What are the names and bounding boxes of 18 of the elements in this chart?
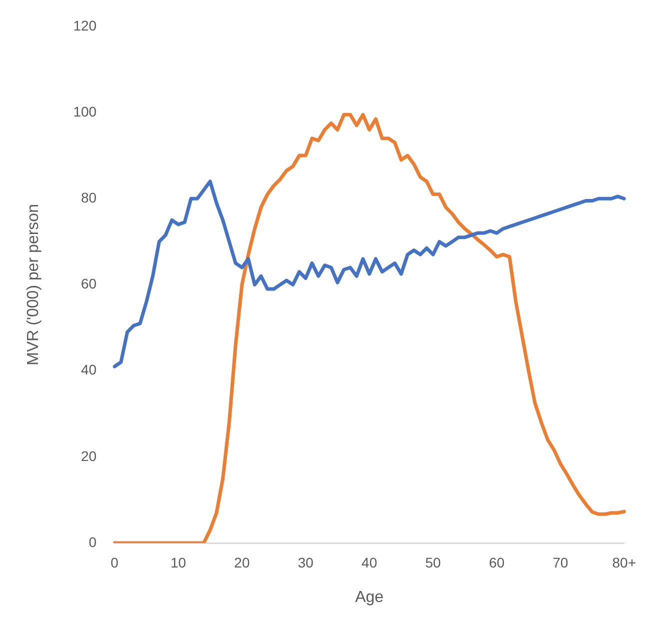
y-tick-label: 60 — [80, 276, 97, 292]
x-axis-title: Age — [355, 588, 384, 606]
y-axis-title: MVR ('000) per person — [25, 204, 42, 366]
y-tick-label: 120 — [73, 17, 97, 34]
y-tick-label: 20 — [80, 448, 97, 464]
x-tick-label: 20 — [234, 554, 250, 570]
y-tick-label: 0 — [88, 534, 97, 550]
x-tick-label: 30 — [298, 554, 314, 570]
x-tick-label: 60 — [488, 554, 505, 570]
y-tick-label: 80 — [80, 189, 97, 206]
y-tick-label: 40 — [80, 362, 97, 378]
y-tick-label: 100 — [73, 103, 97, 120]
x-tick-label: 80+ — [612, 554, 636, 570]
x-tick-label: 50 — [425, 554, 442, 570]
x-tick-label: 70 — [552, 554, 568, 570]
x-tick-label: 10 — [170, 554, 186, 570]
x-tick-label: 40 — [362, 554, 378, 570]
x-tick-label: 0 — [110, 554, 119, 570]
